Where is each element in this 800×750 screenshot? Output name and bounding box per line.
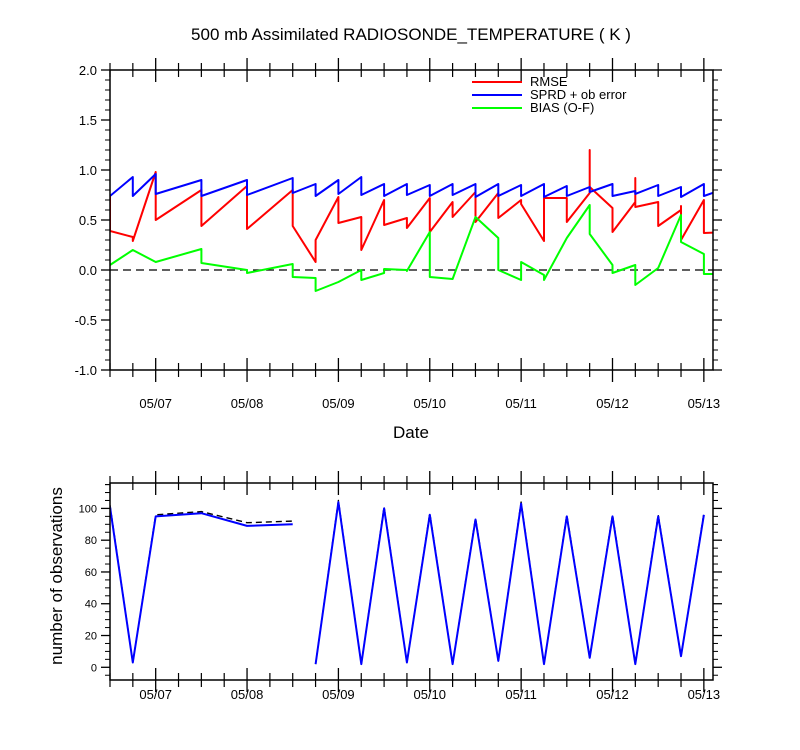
x-tick-label: 05/12 [596,687,629,702]
series-line-1 [110,173,713,198]
legend-label-2: BIAS (O-F) [530,100,594,115]
bottom-y-axis-title: number of observations [47,487,66,665]
y-tick-label: 1.0 [79,163,97,178]
x-tick-label: 05/07 [139,687,172,702]
x-tick-label: 05/10 [413,687,446,702]
y-tick-label: 0.5 [79,213,97,228]
x-tick-label: 05/13 [688,396,721,411]
x-tick-label: 05/11 [505,396,537,411]
top-chart: 2.0 1.5 1.0 0.5 0.0 -0.5 -1.0 05/07 05/08 05/09 05… [75,58,722,411]
y-tick-label: 2.0 [79,63,97,78]
y-tick-label: 1.5 [79,113,97,128]
series-line-0 [110,149,713,263]
obs-line-1 [110,506,293,664]
y-tick-label: 80 [85,535,97,547]
series-line-2 [110,204,713,292]
chart-title: 500 mb Assimilated RADIOSONDE_TEMPERATUR… [191,25,631,44]
top-x-axis-title: Date [393,423,429,442]
y-tick-label: 20 [85,631,97,643]
x-tick-label: 05/09 [322,687,355,702]
x-tick-label: 05/12 [596,396,629,411]
y-tick-label: -1.0 [75,363,97,378]
plot-frame [109,482,714,681]
y-tick-label: 0 [91,662,97,674]
x-tick-label: 05/09 [322,396,355,411]
bottom-chart: 100 80 60 40 20 0 05/07 05/08 05/09 05/10 05/11 05/… [79,471,722,702]
y-tick-label: 100 [79,503,97,515]
obs-line-3 [314,501,705,666]
x-tick-label: 05/11 [505,687,537,702]
legend-label-0: RMSE [530,74,568,89]
y-tick-label: 60 [85,567,97,579]
x-tick-label: 05/10 [413,396,446,411]
x-tick-label: 05/08 [231,396,264,411]
y-tick-label: 40 [85,599,97,611]
legend-label-1: SPRD + ob error [530,87,627,102]
x-tick-label: 05/13 [688,687,721,702]
y-tick-label: 0.0 [79,263,97,278]
x-tick-label: 05/07 [139,396,172,411]
x-tick-label: 05/08 [231,687,264,702]
y-tick-label: -0.5 [75,313,97,328]
